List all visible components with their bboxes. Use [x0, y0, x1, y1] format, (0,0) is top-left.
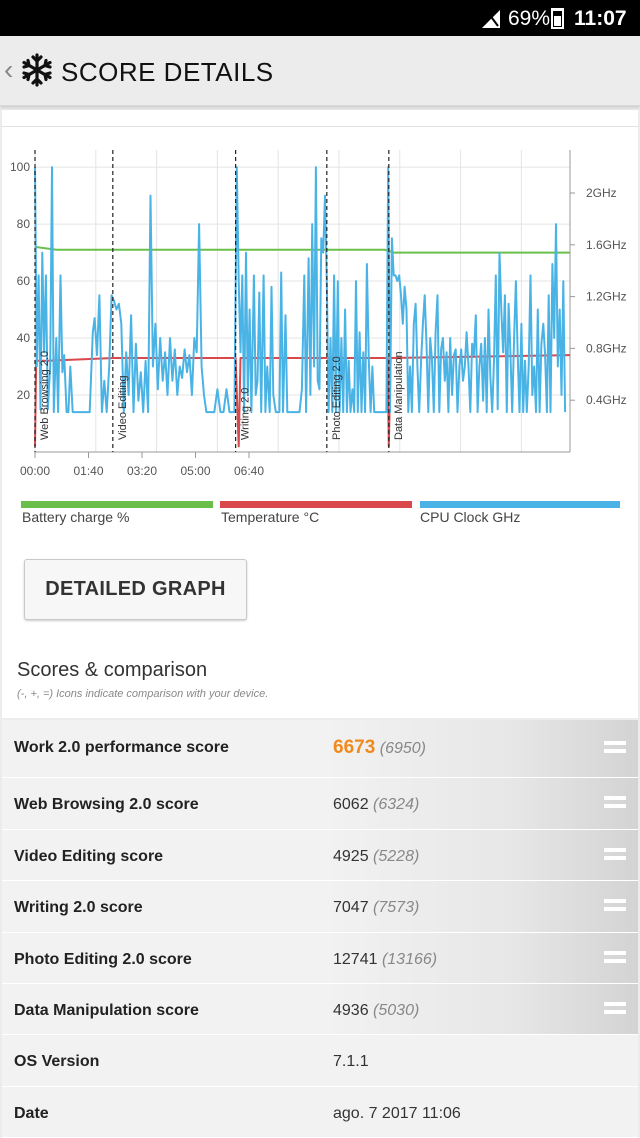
series-line-temperature [34, 354, 571, 448]
y-left-tick-label: 20 [17, 388, 31, 402]
row-value: 6062 (6324) [333, 796, 419, 814]
status-bar: 69% 11:07 [0, 0, 640, 36]
row-label: Web Browsing 2.0 score [14, 796, 199, 813]
equal-comparison-icon [604, 899, 626, 911]
equal-comparison-icon [604, 951, 626, 963]
graph-card: 20 40 60 80 100 0.4GHz 0.8GHz 1.2GHz 1.6GHz 2GHz 0… [2, 110, 638, 718]
signal-icon [482, 9, 500, 28]
info-row-os-version: OS Version 7.1.1 [2, 1035, 638, 1087]
row-value: 4925 (5228) [333, 848, 419, 866]
equal-comparison-icon [604, 1002, 626, 1014]
score-row-web-browsing[interactable]: Web Browsing 2.0 score 6062 (6324) [2, 778, 638, 830]
test-marker-label: Data Manipulation [393, 351, 405, 440]
row-label: Video Editing score [14, 848, 164, 865]
series-line-battery [34, 245, 570, 254]
date-value: ago. 7 2017 11:06 [333, 1105, 461, 1122]
performance-chart: 20 40 60 80 100 0.4GHz 0.8GHz 1.2GHz 1.6GHz 2GHz 0… [10, 150, 627, 478]
y-left-tick-label: 60 [17, 274, 31, 288]
row-value: 12741 (13166) [333, 951, 437, 969]
row-value-compare: (5030) [373, 1002, 420, 1019]
row-value-compare: (13166) [381, 951, 438, 968]
score-row-photo-editing[interactable]: Photo Editing 2.0 score 12741 (13166) [2, 933, 638, 984]
y-right-tick-label: 1.6GHz [586, 238, 627, 252]
row-value: 4936 (5030) [333, 1002, 419, 1020]
section-subtitle: (-, +, =) Icons indicate comparison with… [17, 688, 269, 700]
row-value-main: 12741 [333, 951, 378, 968]
y-right-tick-label: 2GHz [586, 186, 617, 200]
row-label: Data Manipulation score [14, 1002, 199, 1019]
row-label: Date [14, 1105, 49, 1122]
legend-label-cpu: CPU Clock GHz [420, 509, 521, 525]
score-row-work[interactable]: Work 2.0 performance score 6673 (6950) [2, 720, 638, 778]
legend-swatch-temperature [220, 501, 412, 508]
row-value-main: 7047 [333, 899, 369, 916]
row-value-main: 6062 [333, 796, 369, 813]
test-marker-label: Writing 2.0 [240, 388, 252, 440]
legend-label-battery: Battery charge % [22, 509, 130, 525]
snowflake-logo-icon[interactable] [20, 53, 54, 87]
row-value-main: 4925 [333, 848, 369, 865]
work-score-value: 6673 [333, 737, 376, 758]
legend-label-temperature: Temperature °C [221, 509, 320, 525]
row-label: Photo Editing 2.0 score [14, 951, 192, 968]
y-left-tick-label: 80 [17, 217, 31, 231]
back-chevron-icon[interactable]: ‹ [4, 54, 14, 85]
x-tick-label: 03:20 [127, 464, 157, 478]
status-clock: 11:07 [574, 7, 627, 30]
equal-comparison-icon [604, 848, 626, 860]
row-value-compare: (6324) [373, 796, 420, 813]
y-left-tick-label: 40 [17, 331, 31, 345]
x-tick-label: 01:40 [73, 464, 103, 478]
row-label: Writing 2.0 score [14, 899, 143, 916]
test-marker-label: Photo Editing 2.0 [331, 356, 343, 440]
series-line-cpu [34, 166, 567, 414]
y-right-tick-label: 0.4GHz [586, 393, 627, 407]
row-value-compare: (5228) [373, 848, 420, 865]
row-value-compare: (7573) [373, 899, 420, 916]
x-tick-label: 00:00 [20, 464, 50, 478]
score-row-data-manipulation[interactable]: Data Manipulation score 4936 (5030) [2, 984, 638, 1035]
page-title: SCORE DETAILS [61, 57, 274, 87]
row-value: 7047 (7573) [333, 899, 419, 917]
work-score-compare: (6950) [379, 740, 426, 757]
legend-swatch-cpu [420, 501, 620, 508]
card-divider [2, 126, 638, 127]
row-value: 6673 (6950) [333, 737, 426, 759]
y-left-tick-label: 100 [10, 160, 30, 174]
detailed-graph-button[interactable]: DETAILED GRAPH [24, 559, 247, 620]
x-tick-label: 06:40 [234, 464, 264, 478]
equal-comparison-icon [604, 741, 626, 753]
score-row-video-editing[interactable]: Video Editing score 4925 (5228) [2, 830, 638, 881]
x-tick-label: 05:00 [180, 464, 210, 478]
battery-icon [551, 8, 564, 29]
equal-comparison-icon [604, 796, 626, 808]
os-version-value: 7.1.1 [333, 1053, 369, 1070]
test-marker-label: Video Editing [117, 375, 129, 440]
y-right-tick-label: 0.8GHz [586, 341, 627, 355]
test-marker-label: Web Browsing 2.0 [39, 351, 51, 440]
y-right-tick-label: 1.2GHz [586, 290, 627, 304]
battery-percent: 69% [508, 7, 551, 30]
legend-swatch-battery [21, 501, 213, 508]
row-label: Work 2.0 performance score [14, 739, 229, 756]
info-row-date: Date ago. 7 2017 11:06 [2, 1087, 638, 1138]
app-bar: ‹ SCORE DETAILS [0, 36, 640, 106]
row-label: OS Version [14, 1053, 100, 1070]
section-title: Scores & comparison [17, 659, 208, 681]
row-value-main: 4936 [333, 1002, 369, 1019]
score-row-writing[interactable]: Writing 2.0 score 7047 (7573) [2, 881, 638, 933]
